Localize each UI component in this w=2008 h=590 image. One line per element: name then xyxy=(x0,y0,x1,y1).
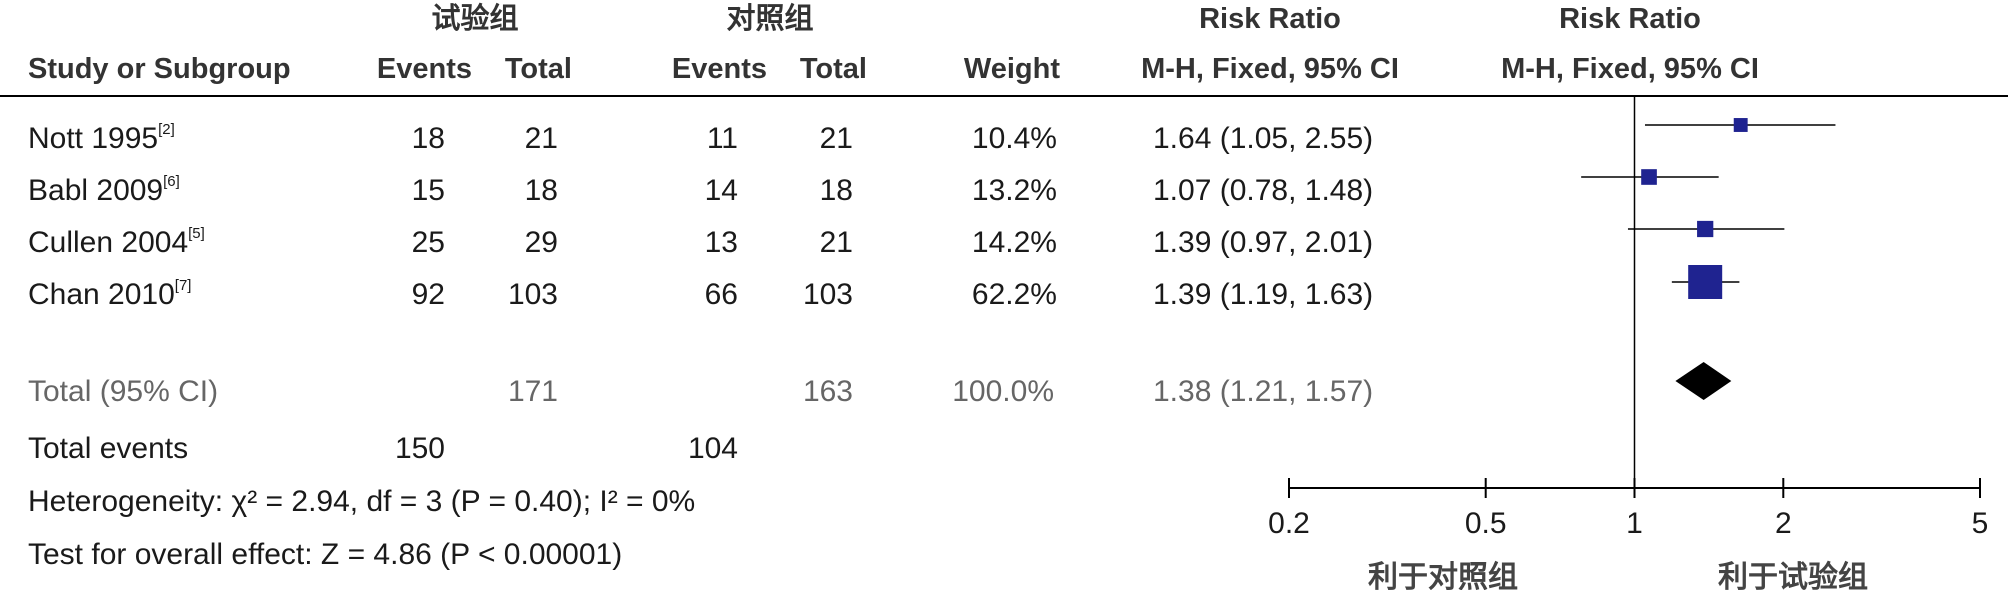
weight-header: Weight xyxy=(963,53,1060,85)
events-exp: 92 xyxy=(411,278,445,311)
risk-ratio-text: 1.39 (1.19, 1.63) xyxy=(1153,278,1374,311)
total-ctrl: 103 xyxy=(802,278,853,311)
x-tick-label: 0.2 xyxy=(1268,507,1310,540)
favours-experimental-label: 利于试验组 xyxy=(1718,560,1868,590)
total-ctrl: 163 xyxy=(802,375,853,408)
total-ctrl: 21 xyxy=(819,122,853,155)
risk-ratio-text: 1.39 (0.97, 2.01) xyxy=(1153,226,1374,259)
weight-value: 14.2% xyxy=(971,226,1057,259)
header-rule xyxy=(0,95,2008,97)
risk-ratio-text: 1.64 (1.05, 2.55) xyxy=(1153,122,1374,155)
overall-effect-text: Test for overall effect: Z = 4.86 (P < 0… xyxy=(28,538,623,571)
total-events-exp: 150 xyxy=(394,432,445,465)
study-marker xyxy=(1641,169,1657,185)
events-ctrl-header: Events xyxy=(671,53,767,85)
events-ctrl: 11 xyxy=(706,122,738,155)
total-exp-header: Total xyxy=(504,53,572,85)
total-exp: 171 xyxy=(507,375,558,408)
total-ctrl-header: Total xyxy=(799,53,867,85)
method-column-header: M-H, Fixed, 95% CI xyxy=(1141,53,1399,85)
study-reference: [2] xyxy=(158,121,175,138)
risk-ratio-plot-header: Risk Ratio xyxy=(1559,3,1701,35)
weight-value: 62.2% xyxy=(971,278,1057,311)
x-tick-label: 1 xyxy=(1626,507,1643,540)
total-ctrl: 21 xyxy=(819,226,853,259)
total-events-ctrl: 104 xyxy=(687,432,738,465)
favours-control-label: 利于对照组 xyxy=(1368,560,1518,590)
total-weight: 100.0% xyxy=(952,375,1054,408)
pooled-diamond xyxy=(1675,362,1732,400)
events-exp: 15 xyxy=(411,174,445,207)
total-events-label: Total events xyxy=(28,432,189,465)
control-group-header: 对照组 xyxy=(726,3,814,35)
study-reference: [7] xyxy=(174,277,192,294)
x-tick-label: 5 xyxy=(1972,507,1989,540)
events-exp: 25 xyxy=(411,226,445,259)
events-exp-header: Events xyxy=(376,53,472,85)
study-marker xyxy=(1697,220,1714,238)
risk-ratio-text: 1.07 (0.78, 1.48) xyxy=(1153,174,1374,207)
x-tick-label: 2 xyxy=(1775,507,1792,540)
study-name: Cullen 2004[5] xyxy=(28,225,205,259)
total-exp: 103 xyxy=(507,278,558,311)
method-plot-header: M-H, Fixed, 95% CI xyxy=(1501,53,1759,85)
total-exp: 18 xyxy=(524,174,558,207)
study-reference: [5] xyxy=(188,225,205,242)
total-ctrl: 18 xyxy=(819,174,853,207)
events-ctrl: 13 xyxy=(704,226,738,259)
study-name: Chan 2010[7] xyxy=(28,277,192,311)
study-name: Babl 2009[6] xyxy=(28,173,180,207)
study-marker xyxy=(1733,118,1748,132)
study-reference: [6] xyxy=(163,173,180,190)
heterogeneity-text: Heterogeneity: χ² = 2.94, df = 3 (P = 0.… xyxy=(28,485,696,518)
study-marker xyxy=(1688,265,1723,299)
weight-value: 13.2% xyxy=(971,174,1057,207)
x-tick-label: 0.5 xyxy=(1465,507,1507,540)
total-exp: 29 xyxy=(524,226,558,259)
weight-value: 10.4% xyxy=(971,122,1057,155)
experimental-group-header: 试验组 xyxy=(431,3,519,35)
risk-ratio-column-header: Risk Ratio xyxy=(1199,3,1341,35)
total-risk-ratio-text: 1.38 (1.21, 1.57) xyxy=(1153,375,1374,408)
total-label: Total (95% CI) xyxy=(28,375,219,408)
total-exp: 21 xyxy=(524,122,558,155)
events-ctrl: 14 xyxy=(704,174,738,207)
events-exp: 18 xyxy=(411,122,445,155)
study-header: Study or Subgroup xyxy=(28,53,291,85)
events-ctrl: 66 xyxy=(704,278,738,311)
study-name: Nott 1995[2] xyxy=(28,121,175,155)
